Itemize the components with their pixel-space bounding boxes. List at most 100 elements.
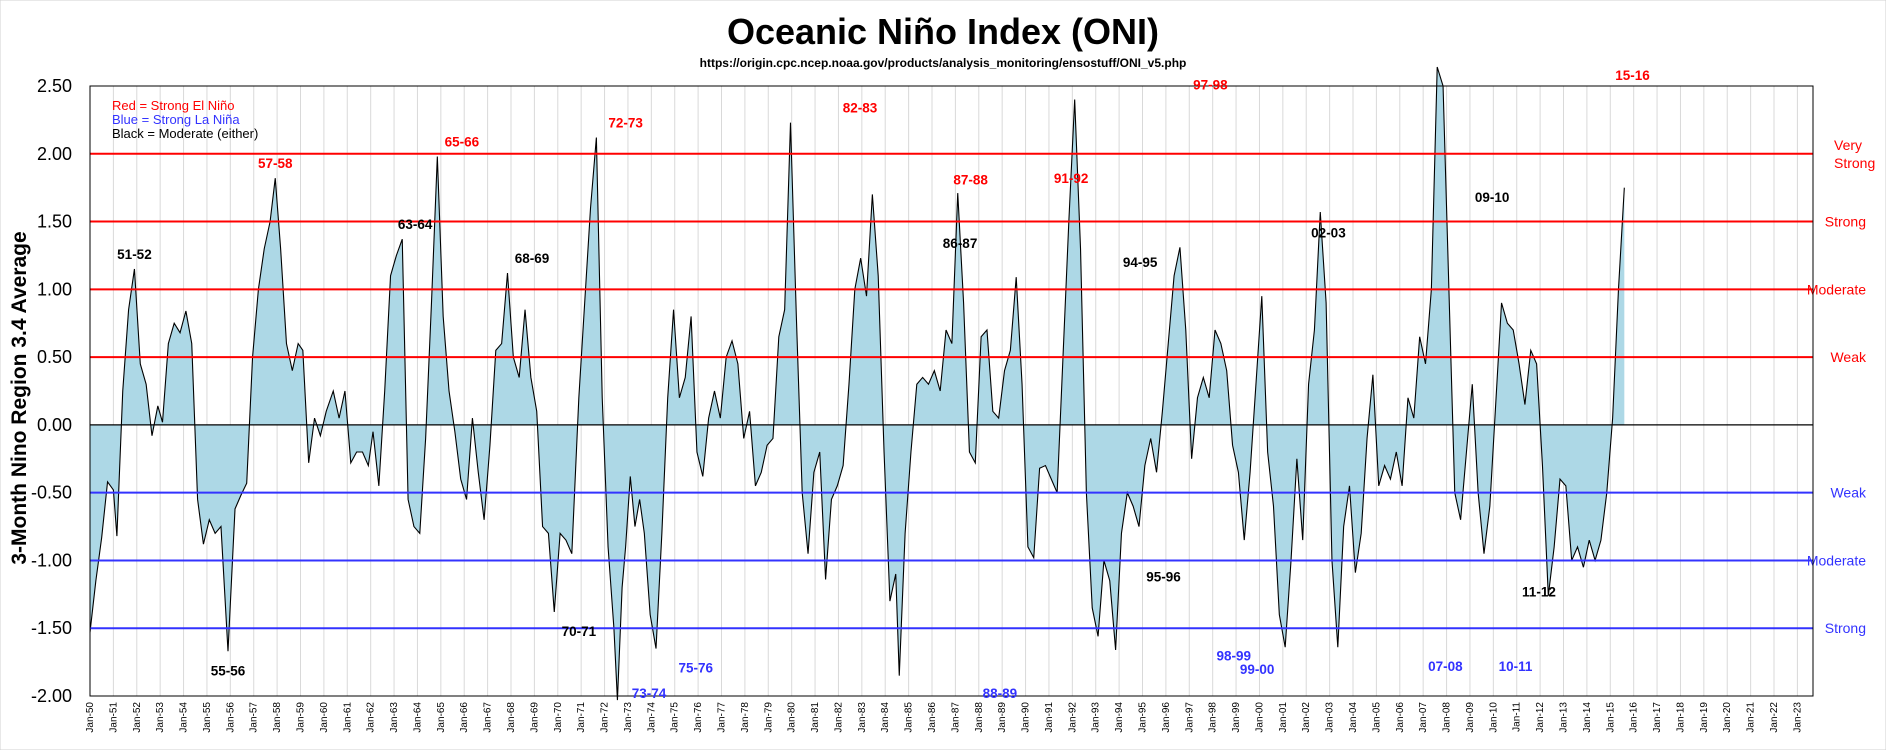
x-tick-label: Jan-93 [1091,702,1102,733]
x-tick-label: Jan-83 [857,702,868,733]
y-ticks: 2.50 2.00 1.50 1.00 0.50 0.00 -0.50 -1.00 -1.50 -… [31,76,72,706]
event-label: 70-71 [562,624,597,639]
x-tick-label: Jan-17 [1652,702,1663,733]
x-tick-label: Jan-71 [576,702,587,733]
x-tick-label: Jan-68 [506,702,517,733]
threshold-label: Weak [1830,349,1867,365]
x-tick-label: Jan-05 [1371,702,1382,733]
event-label: 11-12 [1522,585,1556,600]
x-tick-label: Jan-10 [1488,702,1499,733]
event-label: 97-98 [1193,78,1228,93]
x-tick-label: Jan-99 [1231,702,1242,733]
x-tick-label: Jan-56 [225,702,236,733]
x-tick-label: Jan-06 [1395,702,1406,733]
event-label: 65-66 [445,134,480,149]
x-tick-label: Jan-77 [717,702,728,733]
x-tick-label: Jan-91 [1044,702,1055,733]
x-tick-label: Jan-79 [763,702,774,733]
y-tick-label: -2.00 [31,686,72,706]
x-tick-label: Jan-15 [1605,702,1616,733]
x-tick-label: Jan-04 [1348,702,1359,733]
x-tick-label: Jan-22 [1769,702,1780,733]
oni-fill [90,67,1625,701]
chart-subtitle: https://origin.cpc.ncep.noaa.gov/product… [700,56,1187,70]
x-tick-label: Jan-58 [272,702,283,733]
event-label: 68-69 [515,251,550,266]
event-label: 88-89 [983,686,1018,701]
threshold-lines: Very Strong Strong Moderate Weak Weak Moderate… [90,137,1875,636]
x-tick-label: Jan-87 [950,702,961,733]
y-tick-label: 1.50 [37,212,72,232]
event-label: 72-73 [608,116,643,131]
threshold-label: Very [1834,137,1862,153]
event-label: 98-99 [1216,648,1251,663]
x-tick-label: Jan-92 [1067,702,1078,733]
event-labels: 51-52 55-56 57-58 63-64 65-66 68-69 70-71 72-73… [117,68,1650,701]
x-tick-label: Jan-67 [483,702,494,733]
x-tick-label: Jan-53 [155,702,166,733]
x-tick-label: Jan-59 [296,702,307,733]
event-label: 86-87 [943,236,978,251]
y-tick-label: 0.50 [37,347,72,367]
y-tick-label: 2.00 [37,144,72,164]
x-tick-label: Jan-61 [342,702,353,733]
legend: Red = Strong El Niño Blue = Strong La Ni… [112,98,258,141]
x-tick-label: Jan-78 [740,702,751,733]
y-tick-label: -1.50 [31,618,72,638]
plot-frame [89,85,1814,697]
y-tick-label: 2.50 [37,76,72,96]
x-tick-label: Jan-03 [1325,702,1336,733]
x-tick-label: Jan-81 [810,702,821,733]
x-tick-label: Jan-52 [132,702,143,733]
x-tick-label: Jan-95 [1138,702,1149,733]
x-tick-label: Jan-76 [693,702,704,733]
x-tick-label: Jan-02 [1301,702,1312,733]
x-tick-label: Jan-94 [1114,702,1125,733]
event-label: 91-92 [1054,171,1089,186]
event-label: 51-52 [117,247,152,262]
x-tick-label: Jan-54 [179,702,190,733]
x-tick-label: Jan-07 [1418,702,1429,733]
x-tick-label: Jan-16 [1629,702,1640,733]
threshold-label: Strong [1825,620,1866,636]
x-tick-label: Jan-69 [529,702,540,733]
x-tick-label: Jan-63 [389,702,400,733]
x-tick-label: Jan-13 [1559,702,1570,733]
x-tick-label: Jan-84 [880,702,891,733]
event-label: 94-95 [1123,255,1158,270]
threshold-label: Strong [1834,155,1875,171]
event-label: 99-00 [1240,662,1275,677]
x-tick-label: Jan-21 [1746,702,1757,733]
x-tick-label: Jan-20 [1722,702,1733,733]
x-tick-label: Jan-19 [1699,702,1710,733]
chart-title: Oceanic Niño Index (ONI) [727,11,1159,52]
legend-moderate: Black = Moderate (either) [112,126,258,141]
x-tick-label: Jan-65 [436,702,447,733]
event-label: 95-96 [1146,570,1181,585]
x-tick-label: Jan-64 [412,702,423,733]
x-tick-label: Jan-57 [249,702,260,733]
event-label: 09-10 [1475,190,1510,205]
x-tick-label: Jan-60 [319,702,330,733]
x-ticks: Jan-50 Jan-51 Jan-52 Jan-53 Jan-54 Jan-55 Jan-… [85,702,1803,733]
event-label: 55-56 [211,663,246,678]
x-tick-label: Jan-90 [1021,702,1032,733]
threshold-label: Moderate [1807,552,1866,568]
x-tick-label: Jan-00 [1254,702,1265,733]
oni-area [89,66,1625,701]
event-label: 07-08 [1428,659,1463,674]
oni-line [89,66,1625,701]
x-tick-label: Jan-97 [1184,702,1195,733]
event-label: 82-83 [843,101,878,116]
x-tick-label: Jan-88 [974,702,985,733]
x-tick-label: Jan-51 [108,702,119,733]
x-tick-label: Jan-14 [1582,702,1593,733]
x-tick-label: Jan-86 [927,702,938,733]
event-label: 75-76 [679,661,714,676]
x-tick-label: Jan-73 [623,702,634,733]
x-tick-label: Jan-85 [904,702,915,733]
x-tick-label: Jan-70 [553,702,564,733]
x-tick-label: Jan-98 [1208,702,1219,733]
x-tick-label: Jan-75 [670,702,681,733]
